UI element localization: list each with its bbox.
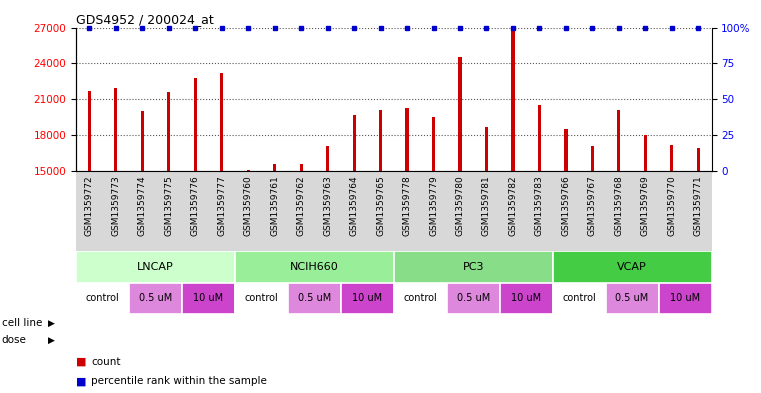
Text: GSM1359767: GSM1359767 bbox=[588, 175, 597, 236]
Bar bbox=[193, 78, 197, 350]
Text: GDS4952 / 200024_at: GDS4952 / 200024_at bbox=[76, 13, 214, 26]
Bar bbox=[141, 111, 144, 350]
Bar bbox=[326, 146, 330, 350]
Bar bbox=[394, 251, 552, 283]
Bar bbox=[167, 92, 170, 350]
Text: control: control bbox=[562, 294, 596, 303]
Bar bbox=[235, 251, 394, 283]
Text: control: control bbox=[403, 294, 437, 303]
Bar bbox=[606, 283, 658, 314]
Text: GSM1359764: GSM1359764 bbox=[349, 175, 358, 235]
Bar bbox=[352, 115, 355, 350]
Text: control: control bbox=[86, 294, 119, 303]
Text: percentile rank within the sample: percentile rank within the sample bbox=[91, 376, 267, 386]
Bar bbox=[88, 91, 91, 350]
Text: cell line: cell line bbox=[2, 318, 42, 328]
Bar bbox=[552, 251, 712, 283]
Text: GSM1359765: GSM1359765 bbox=[376, 175, 385, 236]
Text: ▶: ▶ bbox=[48, 319, 55, 327]
Text: GSM1359769: GSM1359769 bbox=[641, 175, 650, 236]
Bar bbox=[129, 283, 182, 314]
Bar bbox=[447, 283, 500, 314]
Bar bbox=[300, 164, 303, 350]
Bar bbox=[406, 108, 409, 350]
Text: GSM1359782: GSM1359782 bbox=[508, 175, 517, 235]
Bar bbox=[288, 283, 341, 314]
Bar bbox=[658, 283, 712, 314]
Text: NCIH660: NCIH660 bbox=[290, 262, 339, 272]
Bar bbox=[565, 129, 568, 350]
Bar bbox=[644, 135, 647, 350]
Text: count: count bbox=[91, 356, 121, 367]
Text: GSM1359771: GSM1359771 bbox=[694, 175, 703, 236]
Text: 0.5 uM: 0.5 uM bbox=[616, 294, 648, 303]
Text: GSM1359761: GSM1359761 bbox=[270, 175, 279, 236]
Bar bbox=[76, 251, 235, 283]
Text: GSM1359777: GSM1359777 bbox=[217, 175, 226, 236]
Bar bbox=[182, 283, 235, 314]
Text: 0.5 uM: 0.5 uM bbox=[457, 294, 490, 303]
Bar bbox=[247, 170, 250, 350]
Text: 10 uM: 10 uM bbox=[193, 294, 224, 303]
Bar bbox=[552, 283, 606, 314]
Text: GSM1359783: GSM1359783 bbox=[535, 175, 544, 236]
Bar bbox=[591, 146, 594, 350]
Text: ▶: ▶ bbox=[48, 336, 55, 344]
Bar bbox=[114, 88, 117, 350]
Bar bbox=[432, 117, 435, 350]
Text: control: control bbox=[244, 294, 279, 303]
Bar bbox=[617, 110, 620, 350]
Text: 0.5 uM: 0.5 uM bbox=[298, 294, 331, 303]
Text: 10 uM: 10 uM bbox=[670, 294, 700, 303]
Text: 10 uM: 10 uM bbox=[511, 294, 541, 303]
Text: LNCAP: LNCAP bbox=[137, 262, 174, 272]
Bar bbox=[235, 283, 288, 314]
Text: dose: dose bbox=[2, 335, 27, 345]
Bar bbox=[697, 148, 700, 350]
Text: GSM1359768: GSM1359768 bbox=[614, 175, 623, 236]
Text: GSM1359776: GSM1359776 bbox=[191, 175, 199, 236]
Text: GSM1359770: GSM1359770 bbox=[667, 175, 677, 236]
Text: GSM1359778: GSM1359778 bbox=[403, 175, 412, 236]
Bar bbox=[538, 105, 541, 350]
Text: 0.5 uM: 0.5 uM bbox=[139, 294, 172, 303]
Bar bbox=[485, 127, 488, 350]
Bar bbox=[500, 283, 552, 314]
Text: GSM1359781: GSM1359781 bbox=[482, 175, 491, 236]
Bar bbox=[379, 110, 382, 350]
Text: GSM1359766: GSM1359766 bbox=[562, 175, 571, 236]
Bar bbox=[220, 73, 223, 350]
Bar bbox=[394, 283, 447, 314]
Bar bbox=[670, 145, 673, 350]
Bar bbox=[341, 283, 394, 314]
Text: VCAP: VCAP bbox=[617, 262, 647, 272]
Text: 10 uM: 10 uM bbox=[352, 294, 383, 303]
Text: ■: ■ bbox=[76, 356, 87, 367]
Text: GSM1359772: GSM1359772 bbox=[84, 175, 94, 235]
Bar bbox=[76, 283, 129, 314]
Bar bbox=[273, 164, 276, 350]
Bar bbox=[511, 30, 514, 350]
Text: GSM1359780: GSM1359780 bbox=[456, 175, 464, 236]
Text: PC3: PC3 bbox=[463, 262, 484, 272]
Text: GSM1359779: GSM1359779 bbox=[429, 175, 438, 236]
Text: ■: ■ bbox=[76, 376, 87, 386]
Text: GSM1359763: GSM1359763 bbox=[323, 175, 332, 236]
Text: GSM1359760: GSM1359760 bbox=[244, 175, 253, 236]
Text: GSM1359762: GSM1359762 bbox=[297, 175, 306, 235]
Text: GSM1359773: GSM1359773 bbox=[111, 175, 120, 236]
Text: GSM1359775: GSM1359775 bbox=[164, 175, 174, 236]
Bar bbox=[458, 57, 462, 350]
Text: GSM1359774: GSM1359774 bbox=[138, 175, 147, 235]
